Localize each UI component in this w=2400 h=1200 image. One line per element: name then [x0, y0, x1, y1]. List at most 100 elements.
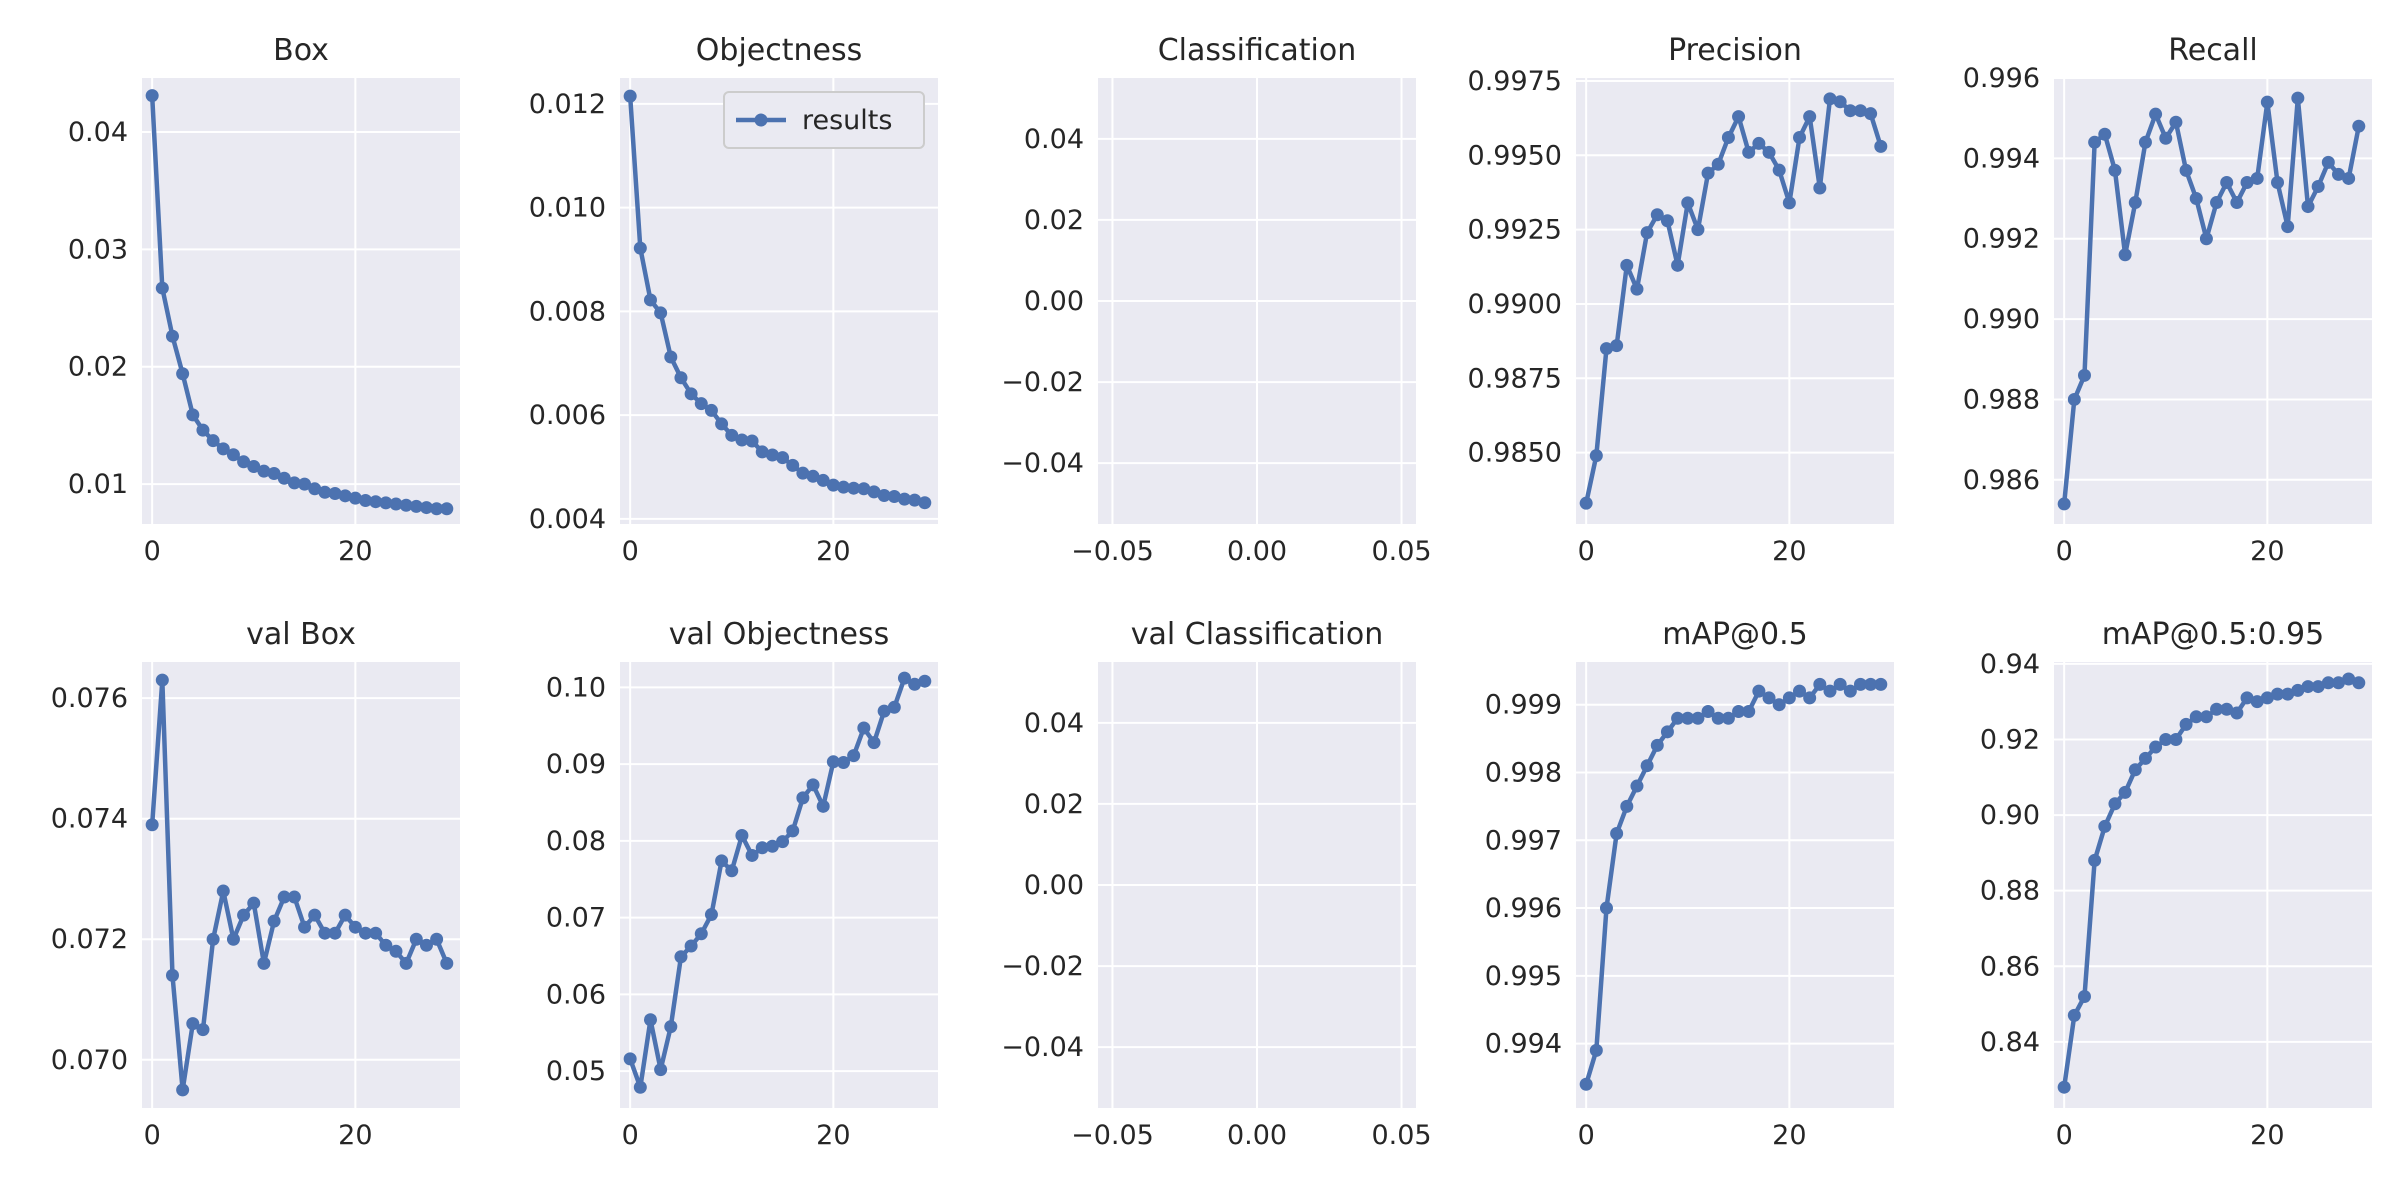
data-point: [806, 778, 820, 792]
data-point: [1681, 711, 1695, 725]
data-point: [857, 482, 871, 496]
data-point: [2189, 710, 2203, 724]
data-point: [2169, 732, 2183, 746]
y-tick-label: 0.994: [1485, 1029, 1562, 1060]
data-point: [399, 956, 413, 970]
data-point: [786, 458, 800, 472]
data-point: [1803, 110, 1817, 124]
x-tick-label: 20: [1772, 1120, 1806, 1151]
plot-area: [142, 662, 460, 1108]
data-point: [2321, 155, 2335, 169]
data-point: [1732, 704, 1746, 718]
data-point: [897, 671, 911, 685]
data-point: [2108, 797, 2122, 811]
data-point: [440, 502, 454, 516]
data-point: [867, 736, 881, 750]
data-point: [1874, 139, 1888, 153]
data-point: [1660, 725, 1674, 739]
y-tick-label: 0.986: [1963, 465, 2040, 496]
data-point: [328, 486, 342, 500]
data-point: [908, 493, 922, 507]
data-point: [837, 756, 851, 770]
data-point: [298, 477, 312, 491]
data-point: [1620, 799, 1634, 813]
data-point: [247, 459, 261, 473]
x-tick-label: 20: [338, 1120, 372, 1151]
y-tick-label: −0.02: [1001, 367, 1084, 398]
data-point: [2088, 135, 2102, 149]
y-tick-label: 0.076: [51, 683, 128, 714]
data-point: [1833, 95, 1847, 109]
data-point: [897, 492, 911, 506]
data-point: [664, 1020, 678, 1034]
data-point: [1589, 1043, 1603, 1057]
data-point: [206, 434, 220, 448]
data-point: [837, 480, 851, 494]
y-tick-label: 0.90: [1980, 800, 2040, 831]
data-point: [2189, 192, 2203, 206]
data-point: [155, 281, 169, 295]
data-point: [826, 478, 840, 492]
y-tick-label: 0.012: [529, 89, 606, 120]
y-tick-label: 0.9900: [1468, 289, 1562, 320]
y-tick-label: 0.92: [1980, 724, 2040, 755]
y-tick-label: −0.04: [1001, 1032, 1084, 1063]
data-point: [1701, 704, 1715, 718]
data-point: [1630, 779, 1644, 793]
legend-box: [723, 91, 925, 149]
data-point: [2301, 200, 2315, 214]
data-point: [1579, 496, 1593, 510]
y-tick-label: 0.995: [1485, 961, 1562, 992]
x-tick-label: 0: [144, 536, 161, 567]
data-point: [1620, 258, 1634, 272]
data-point: [196, 1023, 210, 1037]
data-point: [176, 367, 190, 381]
panel-map-at-0-5-0-95: 0 20 0.84 0.86 0.88 0.90 0.92 0.94 mAP@0.5:0.95: [1980, 617, 2372, 1151]
y-tick-label: 0.01: [68, 469, 128, 500]
plot-area: [620, 78, 938, 524]
legend-marker: [754, 113, 768, 127]
data-point: [796, 791, 810, 805]
data-point: [165, 329, 179, 343]
data-point: [277, 890, 291, 904]
y-tick-label: 0.998: [1485, 757, 1562, 788]
y-tick-label: 0.010: [529, 193, 606, 224]
data-point: [2169, 115, 2183, 129]
y-tick-label: 0.9875: [1468, 363, 1562, 394]
y-tick-label: 0.996: [1485, 893, 1562, 924]
data-point: [237, 908, 251, 922]
data-point: [847, 749, 861, 763]
data-point: [186, 1017, 200, 1031]
data-point: [369, 926, 383, 940]
data-point: [796, 466, 810, 480]
x-tick-label: 20: [816, 1120, 850, 1151]
x-tick-label: −0.05: [1071, 536, 1154, 567]
data-point: [684, 939, 698, 953]
y-tick-label: 0.070: [51, 1045, 128, 1076]
data-point: [877, 488, 891, 502]
data-point: [765, 839, 779, 853]
y-tick-label: 0.03: [68, 234, 128, 265]
data-point: [389, 497, 403, 511]
data-point: [674, 950, 688, 964]
data-point: [2311, 680, 2325, 694]
data-point: [1660, 214, 1674, 228]
x-tick-label: 0.00: [1227, 1120, 1287, 1151]
data-point: [226, 932, 240, 946]
data-point: [379, 496, 393, 510]
data-point: [257, 464, 271, 478]
plot-area: [620, 662, 938, 1108]
data-point: [1762, 145, 1776, 159]
x-tick-label: 0: [622, 536, 639, 567]
y-tick-label: 0.84: [1980, 1027, 2040, 1058]
data-point: [1823, 684, 1837, 698]
data-point: [2250, 695, 2264, 709]
y-tick-label: 0.09: [546, 749, 606, 780]
panel-title: Classification: [1158, 33, 1357, 68]
panel-precision: 0 20 0.9850 0.9875 0.9900 0.9925 0.9950 0.9975 P…: [1468, 33, 1894, 567]
x-tick-label: 0: [1578, 536, 1595, 567]
y-tick-label: 0.992: [1963, 224, 2040, 255]
data-point: [755, 445, 769, 459]
data-point: [1610, 826, 1624, 840]
data-point: [165, 968, 179, 982]
